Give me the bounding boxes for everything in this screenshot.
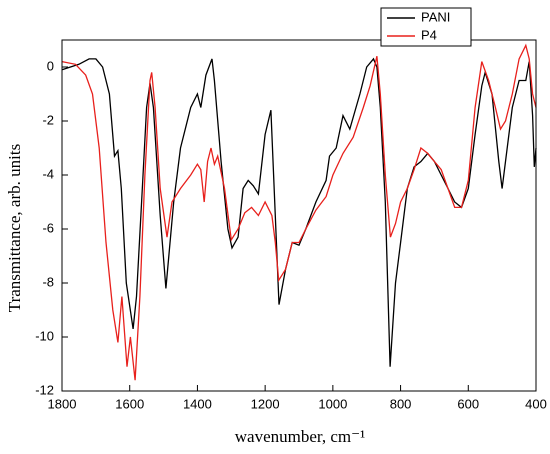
x-tick-label: 400: [525, 396, 547, 411]
legend-label: P4: [421, 27, 437, 42]
series-line: [61, 57, 537, 367]
x-tick-label: 1800: [48, 396, 77, 411]
y-tick-label: 0: [47, 58, 54, 73]
x-tick-label: 1200: [251, 396, 280, 411]
y-tick-label: -6: [42, 220, 54, 235]
y-tick-label: -8: [42, 274, 54, 289]
plot-frame: [61, 39, 537, 392]
legend-box: [380, 7, 472, 47]
x-tick-label: 1600: [115, 396, 144, 411]
x-tick-label: 1400: [183, 396, 212, 411]
y-axis-label: Transmittance, arb. units: [5, 144, 24, 312]
y-tick-label: -4: [42, 166, 54, 181]
y-tick-label: -10: [35, 328, 54, 343]
legend-label: PANI: [421, 9, 450, 24]
x-axis-label: wavenumber, cm⁻¹: [235, 427, 365, 446]
x-tick-label: 600: [457, 396, 479, 411]
x-tick-label: 1000: [318, 396, 347, 411]
y-tick-label: -2: [42, 112, 54, 127]
x-tick-label: 800: [390, 396, 412, 411]
series-line: [61, 43, 537, 381]
y-tick-label: -12: [35, 382, 54, 397]
